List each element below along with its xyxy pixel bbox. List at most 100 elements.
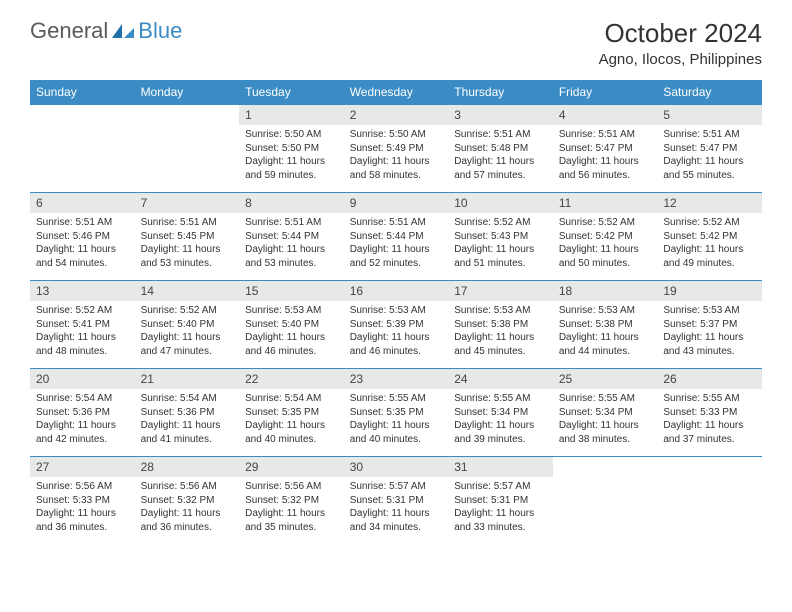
day-number: 11 [553,193,658,213]
day-number: 15 [239,281,344,301]
day-number: 1 [239,105,344,125]
day-detail-line: Daylight: 11 hours [141,331,234,345]
day-details: Sunrise: 5:55 AMSunset: 5:35 PMDaylight:… [344,389,449,449]
day-details: Sunrise: 5:53 AMSunset: 5:37 PMDaylight:… [657,301,762,361]
calendar-day-cell: 26Sunrise: 5:55 AMSunset: 5:33 PMDayligh… [657,369,762,457]
day-detail-line: Sunset: 5:36 PM [141,406,234,420]
calendar-day-cell: 18Sunrise: 5:53 AMSunset: 5:38 PMDayligh… [553,281,658,369]
day-detail-line: Daylight: 11 hours [141,243,234,257]
day-detail-line: Sunset: 5:32 PM [245,494,338,508]
day-detail-line: and 58 minutes. [350,169,443,183]
day-detail-line: Daylight: 11 hours [663,243,756,257]
day-detail-line: Sunset: 5:31 PM [350,494,443,508]
day-detail-line: Sunset: 5:46 PM [36,230,129,244]
day-detail-line: Daylight: 11 hours [245,155,338,169]
day-detail-line: and 48 minutes. [36,345,129,359]
day-detail-line: and 59 minutes. [245,169,338,183]
month-title: October 2024 [599,18,762,49]
day-details: Sunrise: 5:50 AMSunset: 5:49 PMDaylight:… [344,125,449,185]
day-number: 8 [239,193,344,213]
day-number: 22 [239,369,344,389]
calendar-day-cell: 3Sunrise: 5:51 AMSunset: 5:48 PMDaylight… [448,105,553,193]
calendar-day-cell: 9Sunrise: 5:51 AMSunset: 5:44 PMDaylight… [344,193,449,281]
logo: General Blue [30,18,182,44]
day-header: Sunday [30,80,135,105]
day-detail-line: Sunrise: 5:51 AM [350,216,443,230]
calendar-day-cell: 5Sunrise: 5:51 AMSunset: 5:47 PMDaylight… [657,105,762,193]
day-detail-line: Sunset: 5:32 PM [141,494,234,508]
calendar-day-cell: 1 Sunrise: 5:50 AMSunset: 5:50 PMDaylight… [239,105,344,193]
day-detail-line: Sunrise: 5:52 AM [36,304,129,318]
day-detail-line: Daylight: 11 hours [245,243,338,257]
title-block: October 2024 Agno, Ilocos, Philippines [599,18,762,68]
day-detail-line: Daylight: 11 hours [245,419,338,433]
day-detail-line: and 36 minutes. [36,521,129,535]
day-detail-line: Sunrise: 5:51 AM [559,128,652,142]
day-detail-line: Sunrise: 5:53 AM [350,304,443,318]
day-detail-line: Sunset: 5:39 PM [350,318,443,332]
day-detail-line: and 46 minutes. [245,345,338,359]
day-details: Sunrise: 5:53 AMSunset: 5:38 PMDaylight:… [553,301,658,361]
day-number: 4 [553,105,658,125]
day-detail-line: Sunset: 5:50 PM [245,142,338,156]
day-header: Monday [135,80,240,105]
calendar-day-cell: 16Sunrise: 5:53 AMSunset: 5:39 PMDayligh… [344,281,449,369]
day-details: Sunrise: 5:55 AMSunset: 5:33 PMDaylight:… [657,389,762,449]
calendar-day-cell [553,457,658,545]
day-detail-line: Sunset: 5:37 PM [663,318,756,332]
calendar-day-cell: 31Sunrise: 5:57 AMSunset: 5:31 PMDayligh… [448,457,553,545]
day-detail-line: Daylight: 11 hours [454,507,547,521]
calendar-day-cell: 7Sunrise: 5:51 AMSunset: 5:45 PMDaylight… [135,193,240,281]
calendar-day-cell: 17Sunrise: 5:53 AMSunset: 5:38 PMDayligh… [448,281,553,369]
day-detail-line: Sunrise: 5:55 AM [350,392,443,406]
day-detail-line: Sunrise: 5:53 AM [245,304,338,318]
day-detail-line: Sunset: 5:31 PM [454,494,547,508]
day-detail-line: Sunrise: 5:50 AM [245,128,338,142]
day-detail-line: Daylight: 11 hours [350,155,443,169]
day-header: Thursday [448,80,553,105]
day-detail-line: and 50 minutes. [559,257,652,271]
day-detail-line: and 33 minutes. [454,521,547,535]
day-detail-line: Daylight: 11 hours [559,331,652,345]
day-detail-line: and 42 minutes. [36,433,129,447]
calendar-day-cell: 22Sunrise: 5:54 AMSunset: 5:35 PMDayligh… [239,369,344,457]
day-detail-line: Daylight: 11 hours [36,419,129,433]
day-detail-line: Sunrise: 5:51 AM [663,128,756,142]
day-number: 28 [135,457,240,477]
day-detail-line: and 53 minutes. [245,257,338,271]
day-detail-line: Sunrise: 5:56 AM [245,480,338,494]
day-detail-line: Daylight: 11 hours [663,331,756,345]
day-detail-line: and 55 minutes. [663,169,756,183]
day-detail-line: Daylight: 11 hours [36,507,129,521]
day-detail-line: Daylight: 11 hours [350,331,443,345]
day-number: 10 [448,193,553,213]
day-detail-line: Sunset: 5:43 PM [454,230,547,244]
day-details: Sunrise: 5:57 AMSunset: 5:31 PMDaylight:… [344,477,449,537]
day-detail-line: Sunrise: 5:56 AM [141,480,234,494]
day-detail-line: Daylight: 11 hours [141,507,234,521]
day-details: Sunrise: 5:51 AMSunset: 5:47 PMDaylight:… [553,125,658,185]
header: General Blue October 2024 Agno, Ilocos, … [30,18,762,68]
day-details: Sunrise: 5:51 AMSunset: 5:46 PMDaylight:… [30,213,135,273]
calendar-day-cell: 10Sunrise: 5:52 AMSunset: 5:43 PMDayligh… [448,193,553,281]
day-header: Wednesday [344,80,449,105]
calendar-day-cell: 15Sunrise: 5:53 AMSunset: 5:40 PMDayligh… [239,281,344,369]
day-number: 3 [448,105,553,125]
calendar-day-cell: 2Sunrise: 5:50 AMSunset: 5:49 PMDaylight… [344,105,449,193]
calendar-day-cell: 30Sunrise: 5:57 AMSunset: 5:31 PMDayligh… [344,457,449,545]
day-detail-line: Daylight: 11 hours [559,243,652,257]
day-number: 29 [239,457,344,477]
day-details: Sunrise: 5:51 AMSunset: 5:44 PMDaylight:… [239,213,344,273]
day-detail-line: Sunset: 5:33 PM [663,406,756,420]
day-detail-line: Daylight: 11 hours [559,155,652,169]
day-number: 9 [344,193,449,213]
day-detail-line: and 47 minutes. [141,345,234,359]
day-details: Sunrise: 5:51 AMSunset: 5:44 PMDaylight:… [344,213,449,273]
day-details: Sunrise: 5:52 AMSunset: 5:42 PMDaylight:… [553,213,658,273]
day-detail-line: Daylight: 11 hours [559,419,652,433]
day-header: Tuesday [239,80,344,105]
day-number: 21 [135,369,240,389]
logo-text-general: General [30,18,108,44]
calendar-day-cell: 14Sunrise: 5:52 AMSunset: 5:40 PMDayligh… [135,281,240,369]
day-details: Sunrise: 5:55 AMSunset: 5:34 PMDaylight:… [448,389,553,449]
